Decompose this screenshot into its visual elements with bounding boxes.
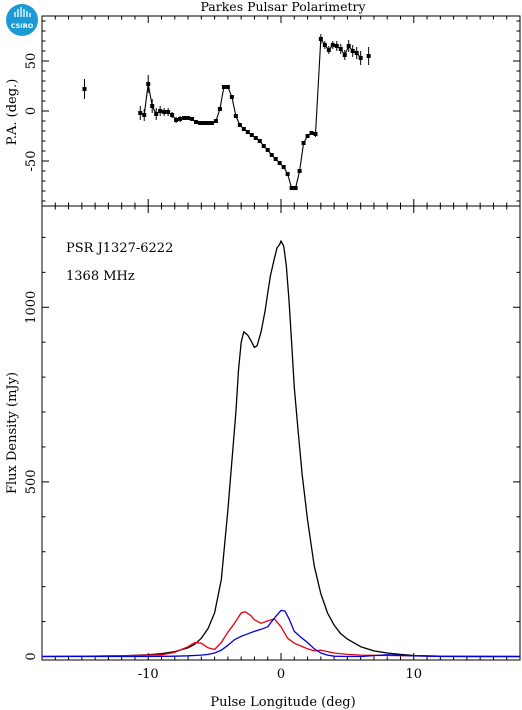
pa-point xyxy=(170,113,175,117)
pa-y-tick-label: 50 xyxy=(24,53,39,70)
chart-title: Parkes Pulsar Polarimetry xyxy=(200,0,366,14)
pa-point xyxy=(305,134,310,138)
pa-point xyxy=(285,172,290,176)
pa-point xyxy=(334,44,339,48)
pa-point xyxy=(289,186,294,190)
pa-point xyxy=(186,116,191,120)
pa-point xyxy=(330,43,335,47)
pa-point xyxy=(245,130,250,134)
pa-point xyxy=(322,43,327,47)
pa-point xyxy=(162,110,167,114)
psr-name-annotation: PSR J1327-6222 xyxy=(66,241,173,256)
pa-point xyxy=(178,117,183,121)
pa-y-tick-label: -50 xyxy=(24,151,39,172)
pa-point xyxy=(366,54,371,58)
pa-point xyxy=(277,161,282,165)
flux-series-line-2 xyxy=(42,609,520,658)
pa-point xyxy=(150,104,155,108)
x-tick-label: 0 xyxy=(277,667,285,682)
pa-point xyxy=(194,120,199,124)
csiro-logo-bars-icon xyxy=(14,7,31,17)
pa-point xyxy=(253,136,258,140)
pa-point xyxy=(225,85,230,89)
pa-point xyxy=(146,82,151,86)
flux-panel: -10 0 10 0 500 1000 xyxy=(24,205,521,682)
pa-point xyxy=(229,95,234,99)
frequency-annotation: 1368 MHz xyxy=(66,269,135,284)
pa-point xyxy=(217,107,222,111)
pa-point xyxy=(309,131,314,135)
pa-point xyxy=(249,133,254,137)
flux-y-tick-label: 500 xyxy=(24,469,39,494)
pa-point xyxy=(213,119,218,123)
csiro-logo-text: CSIRO xyxy=(11,22,34,30)
pa-point xyxy=(154,112,159,116)
pa-point xyxy=(273,157,278,161)
pa-point xyxy=(201,121,206,125)
pa-panel: -50 0 50 xyxy=(24,15,521,207)
pa-point xyxy=(221,85,226,89)
flux-axis-label: Flux Density (mJy) xyxy=(5,372,20,494)
pa-point xyxy=(182,116,187,120)
pa-point xyxy=(354,51,359,55)
pa-point xyxy=(326,48,331,52)
pa-point xyxy=(350,49,355,53)
pa-point xyxy=(269,153,274,157)
pa-point xyxy=(338,47,343,51)
pa-point xyxy=(166,110,171,114)
x-tick-label: -10 xyxy=(138,667,159,682)
pa-point xyxy=(261,144,266,148)
pa-point xyxy=(142,113,147,117)
x-axis-label: Pulse Longitude (deg) xyxy=(210,695,355,710)
pa-point xyxy=(158,109,163,113)
csiro-logo: CSIRO xyxy=(6,4,38,36)
flux-series-line-1 xyxy=(41,611,521,658)
pa-point xyxy=(342,53,347,57)
pa-point xyxy=(138,111,143,115)
pa-point xyxy=(318,37,323,41)
pa-point xyxy=(241,127,246,131)
pa-point xyxy=(257,139,262,143)
pa-point xyxy=(174,118,179,122)
pa-point xyxy=(265,148,270,152)
pa-point xyxy=(346,44,351,48)
x-tick-label: 10 xyxy=(406,667,423,682)
pa-frame xyxy=(41,15,521,207)
pa-point xyxy=(313,132,318,136)
pa-point xyxy=(297,169,302,173)
pa-point xyxy=(82,87,87,91)
pa-point xyxy=(358,56,363,60)
flux-series-line-0 xyxy=(41,240,520,658)
pa-point xyxy=(190,117,195,121)
pa-point xyxy=(293,186,298,190)
pa-point xyxy=(281,165,286,169)
flux-y-tick-label: 1000 xyxy=(24,291,39,324)
pa-point xyxy=(198,121,203,125)
pa-point xyxy=(233,114,238,118)
csiro-logo-circle xyxy=(6,4,38,36)
pa-point xyxy=(237,123,242,127)
pa-point xyxy=(301,141,306,145)
pa-axis-label: P.A. (deg.) xyxy=(5,79,20,146)
pa-point xyxy=(205,121,210,125)
flux-y-tick-label: 0 xyxy=(24,652,39,660)
pa-y-tick-label: 0 xyxy=(24,107,39,115)
pa-point xyxy=(209,121,214,125)
